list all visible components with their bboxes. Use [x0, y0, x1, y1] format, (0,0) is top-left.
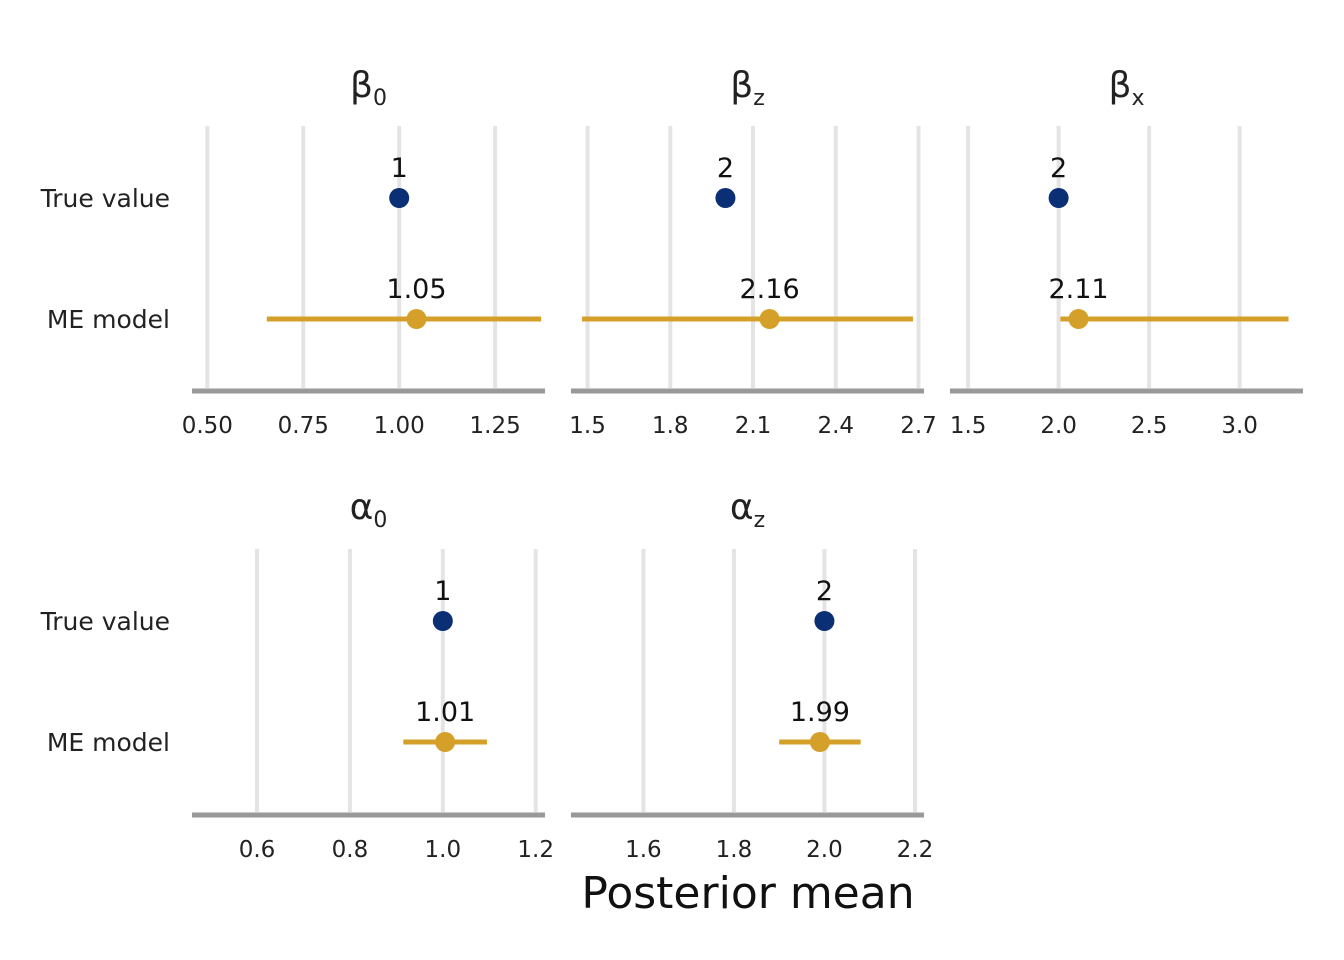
x-tick-label: 3.0 [1221, 413, 1258, 439]
panel-title: αz [730, 487, 765, 533]
panel-title-symbol: α [730, 487, 754, 528]
panel-title-subscript: z [753, 86, 765, 111]
x-tick-label: 0.75 [278, 413, 329, 439]
true-value-point [814, 611, 835, 631]
x-tick-label: 2.4 [817, 413, 854, 439]
panel-title: α0 [350, 487, 388, 533]
panel-title-subscript: 0 [373, 508, 387, 533]
me-model-point [809, 732, 830, 752]
me-model-label: 1.99 [790, 697, 850, 728]
panel-title-subscript: z [754, 508, 766, 533]
panel-title-symbol: β [350, 65, 373, 106]
x-tick-label: 1.8 [652, 413, 689, 439]
me-model-point [435, 732, 456, 752]
x-axis-title: Posterior mean [581, 868, 914, 919]
panel-title: βz [730, 65, 765, 111]
panel-3: 0.6 0.8 1.0 1.2 α0 1.01 1 [192, 487, 554, 863]
me-model-label: 1.01 [415, 697, 475, 728]
x-tick-label: 1.2 [517, 837, 554, 863]
true-value-label: 1 [391, 153, 408, 184]
me-model-point [759, 309, 780, 329]
row-label: True value [40, 607, 170, 636]
x-tick-label: 2.0 [806, 837, 843, 863]
panel-title-symbol: β [1108, 65, 1131, 106]
true-value-point [389, 188, 410, 208]
x-tick-label: 2.0 [1040, 413, 1077, 439]
x-tick-label: 1.6 [625, 837, 662, 863]
panel-title: βx [1108, 65, 1144, 111]
x-tick-label: 2.1 [735, 413, 772, 439]
x-tick-label: 1.5 [950, 413, 987, 439]
x-tick-label: 1.5 [569, 413, 606, 439]
x-tick-label: 2.5 [1131, 413, 1168, 439]
x-tick-label: 2.2 [897, 837, 934, 863]
x-tick-label: 0.6 [239, 837, 276, 863]
row-label: True value [40, 184, 170, 213]
x-tick-label: 1.8 [716, 837, 753, 863]
me-model-point [406, 309, 427, 329]
true-value-label: 2 [717, 153, 734, 184]
panel-4: 1.6 1.8 2.0 2.2 αz 1.99 2 [571, 487, 933, 863]
panel-title-symbol: α [350, 487, 374, 528]
panel-title-subscript: 0 [373, 86, 387, 111]
row-label: ME model [47, 305, 170, 334]
x-tick-label: 1.00 [374, 413, 425, 439]
x-tick-label: 1.25 [470, 413, 521, 439]
true-value-label: 2 [816, 576, 833, 607]
row-label: ME model [47, 728, 170, 757]
panel-2: 1.5 2.0 2.5 3.0 βx 2.11 2 [950, 65, 1303, 439]
true-value-point [715, 188, 736, 208]
panel-1: 1.5 1.8 2.1 2.4 2.7 βz 2.16 2 [569, 65, 937, 439]
panel-title: β0 [350, 65, 387, 111]
x-tick-label: 0.8 [332, 837, 369, 863]
panel-title-symbol: β [730, 65, 753, 106]
x-tick-label: 0.50 [182, 413, 233, 439]
x-tick-label: 2.7 [900, 413, 937, 439]
panel-0: 0.50 0.75 1.00 1.25 β0 1.05 1 [182, 65, 545, 439]
me-model-label: 2.11 [1048, 274, 1108, 305]
panel-title-subscript: x [1131, 86, 1144, 111]
x-tick-label: 1.0 [425, 837, 462, 863]
true-value-label: 2 [1050, 153, 1067, 184]
true-value-point [1048, 188, 1069, 208]
me-model-point [1068, 309, 1089, 329]
me-model-label: 2.16 [740, 274, 800, 305]
me-model-label: 1.05 [386, 274, 446, 305]
true-value-label: 1 [434, 576, 451, 607]
panels-layer: True value ME model True value ME model 0.50… [40, 65, 1303, 863]
true-value-point [432, 611, 453, 631]
